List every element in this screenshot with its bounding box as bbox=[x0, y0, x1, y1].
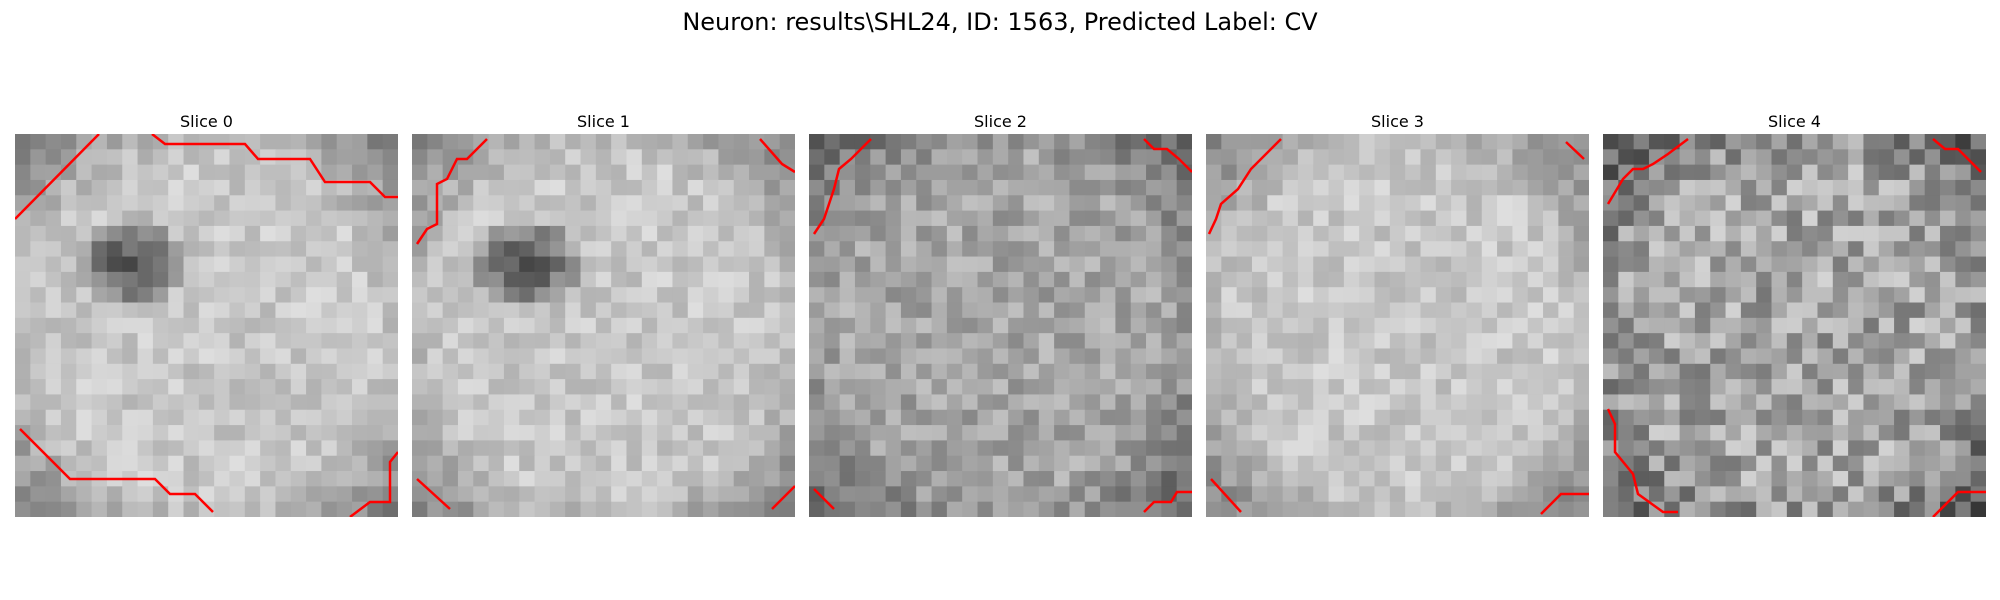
figure-title: Neuron: results\SHL24, ID: 1563, Predict… bbox=[682, 8, 1318, 36]
contour-lines-3 bbox=[1207, 138, 1589, 515]
contour-lines-1 bbox=[415, 138, 795, 510]
slice-title-4: Slice 4 bbox=[1768, 112, 1821, 131]
slice-panel-1: Slice 1 bbox=[412, 110, 795, 517]
slice-image-3 bbox=[1206, 134, 1589, 517]
slice-title-3: Slice 3 bbox=[1371, 112, 1424, 131]
contour-lines-0 bbox=[15, 134, 398, 517]
slice-image-4 bbox=[1603, 134, 1986, 517]
contour-lines-2 bbox=[812, 138, 1192, 513]
slice-title-0: Slice 0 bbox=[180, 112, 233, 131]
slice-title-1: Slice 1 bbox=[577, 112, 630, 131]
slice-image-1 bbox=[412, 134, 795, 517]
contour-lines-4 bbox=[1606, 138, 1986, 517]
slice-title-2: Slice 2 bbox=[974, 112, 1027, 131]
slice-image-0 bbox=[15, 134, 398, 517]
slice-panel-3: Slice 3 bbox=[1206, 110, 1589, 517]
slice-panel-0: Slice 0 bbox=[15, 110, 398, 517]
slice-image-2 bbox=[809, 134, 1192, 517]
slice-panel-2: Slice 2 bbox=[809, 110, 1192, 517]
slice-panel-4: Slice 4 bbox=[1603, 110, 1986, 517]
